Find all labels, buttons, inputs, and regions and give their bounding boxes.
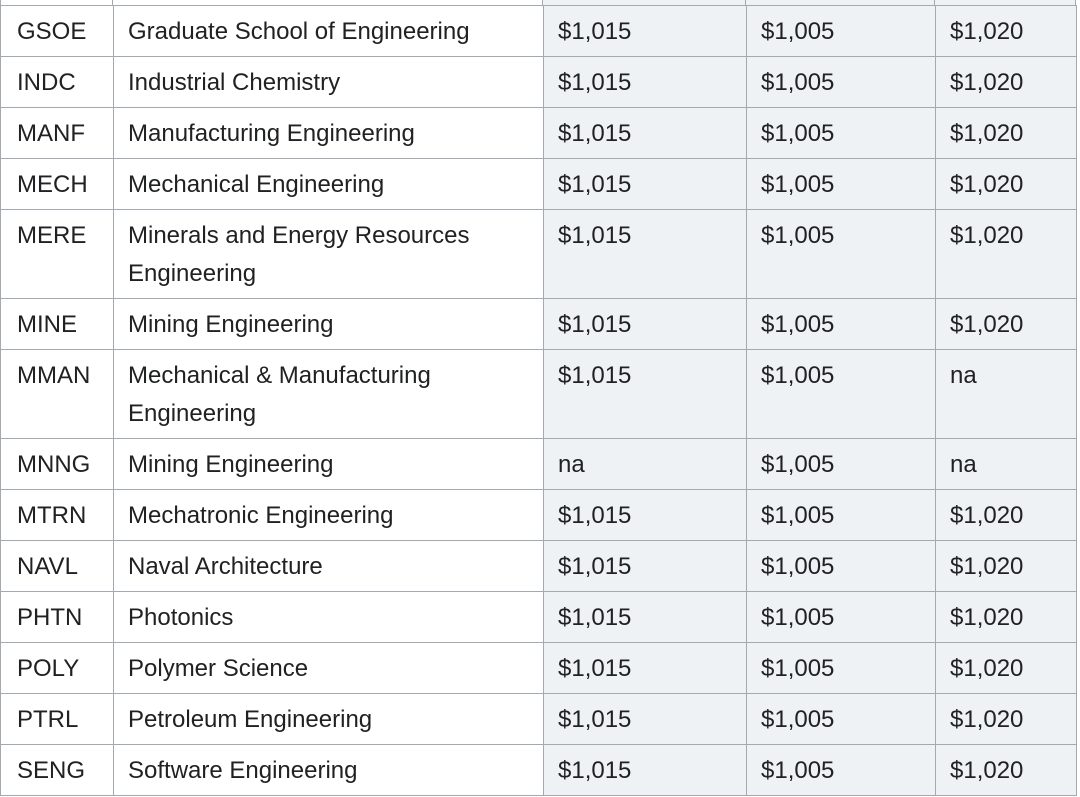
- code-cell: INDC: [0, 56, 114, 108]
- code-cell: NAVL: [0, 540, 114, 592]
- name-cell: Naval Architecture: [113, 540, 544, 592]
- table-row: MNNG Mining Engineering na $1,005 na: [0, 438, 1077, 490]
- fee-cell: $1,020: [935, 489, 1077, 541]
- fee-cell: $1,005: [746, 209, 936, 299]
- table-row: SENG Software Engineering $1,015 $1,005 $1,0…: [0, 744, 1077, 796]
- fee-cell: na: [935, 349, 1077, 439]
- code-cell: GSOE: [0, 5, 114, 57]
- fee-cell: $1,020: [935, 107, 1077, 159]
- fee-cell: $1,005: [746, 489, 936, 541]
- fee-cell: $1,005: [746, 693, 936, 745]
- fee-cell: $1,015: [543, 5, 747, 57]
- fee-cell: $1,005: [746, 298, 936, 350]
- fee-cell: na: [935, 438, 1077, 490]
- table-row: POLY Polymer Science $1,015 $1,005 $1,020: [0, 642, 1077, 694]
- fee-cell: $1,005: [746, 744, 936, 796]
- code-cell: MTRN: [0, 489, 114, 541]
- code-cell: PTRL: [0, 693, 114, 745]
- fee-cell: $1,005: [746, 158, 936, 210]
- name-cell: Software Engineering: [113, 744, 544, 796]
- code-cell: MINE: [0, 298, 114, 350]
- fee-cell: $1,020: [935, 158, 1077, 210]
- code-cell: POLY: [0, 642, 114, 694]
- table-row: INDC Industrial Chemistry $1,015 $1,005 $1,0…: [0, 56, 1077, 108]
- fee-cell: $1,020: [935, 693, 1077, 745]
- fee-cell: $1,015: [543, 107, 747, 159]
- table-row: MINE Mining Engineering $1,015 $1,005 $1,020: [0, 298, 1077, 350]
- fee-table: GSOE Graduate School of Engineering $1,015…: [0, 5, 1077, 796]
- fee-cell: $1,015: [543, 489, 747, 541]
- fee-cell: $1,015: [543, 56, 747, 108]
- name-cell: Industrial Chemistry: [113, 56, 544, 108]
- previous-row-edge: [0, 0, 1076, 5]
- fee-cell: $1,015: [543, 744, 747, 796]
- code-cell: SENG: [0, 744, 114, 796]
- fee-cell: na: [543, 438, 747, 490]
- fee-cell: $1,020: [935, 5, 1077, 57]
- table-row: MECH Mechanical Engineering $1,015 $1,005 $1…: [0, 158, 1077, 210]
- fee-cell: $1,005: [746, 642, 936, 694]
- name-cell: Photonics: [113, 591, 544, 643]
- name-cell: Minerals and Energy Resources Engineerin…: [113, 209, 544, 299]
- name-cell: Mining Engineering: [113, 438, 544, 490]
- table-row: NAVL Naval Architecture $1,015 $1,005 $1,020: [0, 540, 1077, 592]
- code-cell: MECH: [0, 158, 114, 210]
- fee-cell: $1,005: [746, 56, 936, 108]
- name-cell: Mechanical & Manufacturing Engineering: [113, 349, 544, 439]
- fee-cell: $1,015: [543, 642, 747, 694]
- table-row: GSOE Graduate School of Engineering $1,015…: [0, 5, 1077, 57]
- name-cell: Mechatronic Engineering: [113, 489, 544, 541]
- table-row: MERE Minerals and Energy Resources Engine…: [0, 209, 1077, 299]
- fee-cell: $1,015: [543, 693, 747, 745]
- fee-cell: $1,005: [746, 591, 936, 643]
- fee-cell: $1,005: [746, 438, 936, 490]
- fee-cell: $1,020: [935, 56, 1077, 108]
- fee-cell: $1,020: [935, 744, 1077, 796]
- fee-cell: $1,015: [543, 349, 747, 439]
- table-row: PHTN Photonics $1,015 $1,005 $1,020: [0, 591, 1077, 643]
- table-row: MMAN Mechanical & Manufacturing Engineeri…: [0, 349, 1077, 439]
- fee-cell: $1,005: [746, 540, 936, 592]
- fee-cell: $1,020: [935, 298, 1077, 350]
- fee-cell: $1,005: [746, 5, 936, 57]
- fee-cell: $1,015: [543, 298, 747, 350]
- fee-cell: $1,015: [543, 591, 747, 643]
- fee-cell: $1,020: [935, 591, 1077, 643]
- code-cell: MANF: [0, 107, 114, 159]
- name-cell: Manufacturing Engineering: [113, 107, 544, 159]
- fee-cell: $1,015: [543, 209, 747, 299]
- name-cell: Polymer Science: [113, 642, 544, 694]
- code-cell: MMAN: [0, 349, 114, 439]
- code-cell: PHTN: [0, 591, 114, 643]
- fee-cell: $1,020: [935, 642, 1077, 694]
- name-cell: Graduate School of Engineering: [113, 5, 544, 57]
- name-cell: Petroleum Engineering: [113, 693, 544, 745]
- code-cell: MNNG: [0, 438, 114, 490]
- fee-cell: $1,020: [935, 540, 1077, 592]
- table-row: MANF Manufacturing Engineering $1,015 $1,00…: [0, 107, 1077, 159]
- table-row: MTRN Mechatronic Engineering $1,015 $1,005 $…: [0, 489, 1077, 541]
- fee-cell: $1,005: [746, 107, 936, 159]
- code-cell: MERE: [0, 209, 114, 299]
- name-cell: Mining Engineering: [113, 298, 544, 350]
- fee-cell: $1,015: [543, 158, 747, 210]
- table-row: PTRL Petroleum Engineering $1,015 $1,005 $1,…: [0, 693, 1077, 745]
- fee-cell: $1,020: [935, 209, 1077, 299]
- name-cell: Mechanical Engineering: [113, 158, 544, 210]
- fee-cell: $1,005: [746, 349, 936, 439]
- fee-cell: $1,015: [543, 540, 747, 592]
